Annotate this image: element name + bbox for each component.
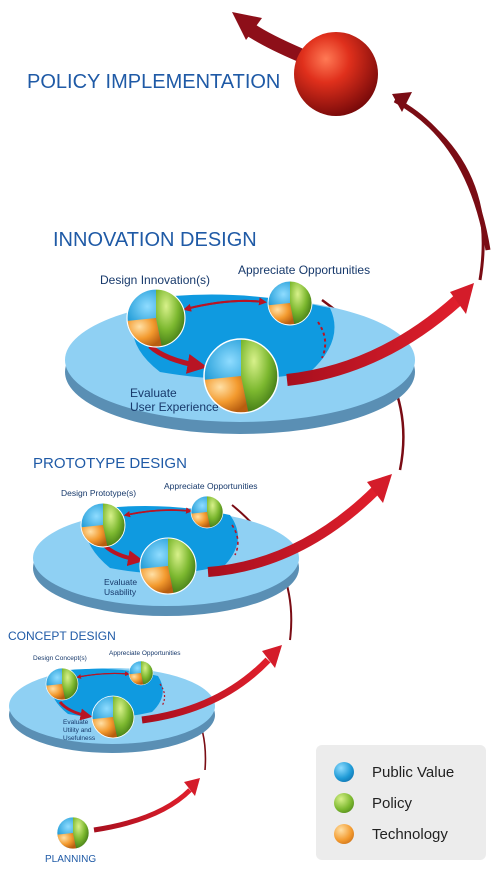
prototype-design-orb: [80, 502, 126, 548]
prototype-design-label: Design Prototype(s): [61, 488, 137, 498]
technology-dot-icon: [334, 824, 354, 844]
policy-implementation-ball: [294, 32, 378, 116]
prototype-appreciate-label: Appreciate Opportunities: [164, 481, 258, 491]
innovation-design-title: INNOVATION DESIGN: [53, 229, 257, 251]
concept-evaluate-line3: Usefulness: [63, 735, 96, 742]
prototype-evaluate-line1: Evaluate: [104, 577, 138, 587]
legend-item-technology: Technology: [334, 821, 448, 847]
policy-dot-icon: [334, 793, 354, 813]
concept-evaluate-label: Evaluate Utility and Usefulness: [63, 719, 95, 743]
exit-arrow: [232, 12, 303, 62]
arrow-to-policy: [392, 92, 491, 251]
prototype-appreciate-orb: [190, 495, 224, 529]
concept-cycle-arrows: [58, 671, 166, 721]
legend: Public Value Policy Technology: [316, 745, 486, 860]
spiral-connectors: [159, 98, 485, 771]
innovation-design-label: Design Innovation(s): [100, 273, 211, 287]
legend-item-policy: Policy: [334, 790, 412, 816]
innovation-appreciate-label: Appreciate Opportunities: [238, 263, 371, 277]
prototype-design-title: PROTOTYPE DESIGN: [33, 455, 187, 472]
innovation-evaluate-line2: User Experience: [130, 400, 219, 414]
innovation-appreciate-orb: [267, 280, 313, 326]
concept-design-orb: [45, 667, 79, 701]
public-value-dot-icon: [334, 762, 354, 782]
legend-label: Public Value: [372, 763, 455, 781]
planning-title: PLANNING: [45, 854, 97, 865]
concept-appreciate-orb: [128, 660, 154, 686]
prototype-evaluate-line2: Usability: [104, 587, 137, 597]
prototype-evaluate-orb: [139, 537, 197, 595]
legend-label: Policy: [372, 794, 413, 812]
level-arrows: [93, 283, 474, 833]
concept-evaluate-orb: [91, 695, 135, 739]
concept-evaluate-line1: Evaluate: [63, 719, 89, 726]
concept-evaluate-line2: Utility and: [63, 727, 92, 734]
innovation-evaluate-line1: Evaluate: [130, 386, 177, 400]
concept-design-title: CONCEPT DESIGN: [8, 629, 116, 643]
legend-item-public-value: Public Value: [334, 759, 454, 785]
innovation-evaluate-label: Evaluate User Experience: [130, 386, 219, 414]
innovation-cycle-arrows: [148, 297, 327, 374]
concept-design-label: Design Concept(s): [33, 655, 87, 662]
policy-implementation-title: POLICY IMPLEMENTATION: [27, 71, 281, 93]
innovation-design-orb: [126, 288, 186, 348]
planning-orb: [56, 816, 90, 850]
concept-appreciate-label: Appreciate Opportunities: [109, 650, 181, 657]
prototype-evaluate-label: Evaluate Usability: [104, 577, 137, 597]
legend-label: Technology: [372, 825, 448, 843]
